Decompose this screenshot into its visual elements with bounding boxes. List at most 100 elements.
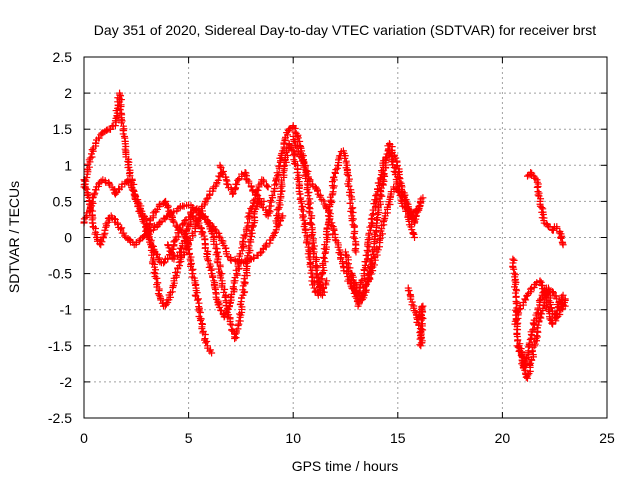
data-point-interp	[233, 271, 241, 279]
data-point-interp	[227, 257, 235, 265]
y-tick-label: 0	[64, 230, 72, 246]
data-point-interp	[338, 260, 346, 268]
data-point-interp	[199, 229, 207, 237]
x-tick-label: 10	[285, 430, 301, 446]
data-point-interp	[282, 149, 290, 157]
data-point-interp	[196, 316, 204, 324]
data-point-interp	[351, 234, 359, 242]
data-point-interp	[161, 302, 169, 310]
data-point-interp	[349, 209, 357, 217]
data-point-interp	[253, 190, 261, 198]
data-point-interp	[175, 258, 183, 266]
data-point-interp	[136, 206, 144, 214]
data-point-interp	[274, 205, 282, 213]
x-axis-label: GPS time / hours	[292, 458, 399, 474]
data-point-interp	[173, 207, 181, 215]
data-point-interp	[160, 259, 168, 267]
data-point	[513, 342, 521, 350]
plot-frame	[83, 56, 608, 419]
data-point-interp	[319, 254, 327, 262]
data-point-interp	[549, 226, 557, 234]
data-point-interp	[197, 315, 205, 323]
data-point-interp	[546, 315, 554, 323]
data-point-interp	[241, 171, 249, 179]
data-point-interp	[360, 294, 368, 302]
data-point-interp	[298, 205, 306, 213]
data-point-interp	[343, 170, 351, 178]
data-point-interp	[233, 180, 241, 188]
chart-title: Day 351 of 2020, Sidereal Day-to-day VTE…	[94, 22, 596, 38]
data-point-interp	[194, 218, 202, 226]
data-point-interp	[240, 231, 248, 239]
data-point-interp	[229, 283, 237, 291]
data-point-interp	[126, 172, 134, 180]
data-point-interp	[238, 294, 246, 302]
data-point-interp	[313, 263, 321, 271]
data-point-interp	[307, 220, 315, 228]
data-point-interp	[273, 169, 281, 177]
data-point-interp	[178, 221, 186, 229]
data-point-interp	[348, 217, 356, 225]
data-point-interp	[193, 217, 201, 225]
data-point-interp	[332, 166, 340, 174]
data-point-interp	[189, 265, 197, 273]
data-point-interp	[121, 145, 129, 153]
data-point-interp	[368, 211, 376, 219]
data-point-interp	[416, 198, 424, 206]
data-point-interp	[346, 199, 354, 207]
data-point-interp	[522, 354, 530, 362]
data-point-interp	[372, 192, 380, 200]
data-point-interp	[273, 215, 281, 223]
data-point-interp	[398, 193, 406, 201]
data-point-interp	[228, 326, 236, 334]
data-point-interp	[344, 260, 352, 268]
data-point-interp	[351, 246, 359, 254]
data-point-interp	[364, 274, 372, 282]
data-point-interp	[95, 179, 103, 187]
data-point-interp	[250, 197, 258, 205]
data-point-interp	[535, 297, 543, 305]
data-point-interp	[170, 253, 178, 261]
y-tick-label: -2.5	[48, 410, 72, 426]
data-point-interp	[390, 168, 398, 176]
data-point-interp	[297, 199, 305, 207]
data-point-interp	[278, 149, 286, 157]
data-point	[411, 234, 419, 241]
data-point-interp	[188, 266, 196, 274]
data-point-interp	[106, 125, 114, 133]
data-point-interp	[322, 279, 330, 287]
data-point-interp	[531, 174, 539, 182]
data-point-interp	[296, 153, 304, 161]
data-point-interp	[265, 207, 273, 215]
data-point-interp	[231, 330, 239, 338]
data-point	[367, 226, 375, 234]
y-tick-label: -2	[60, 374, 73, 390]
data-point-interp	[318, 275, 326, 283]
data-point-interp	[521, 295, 529, 303]
data-point-interp	[558, 293, 566, 301]
data-point-interp	[209, 273, 217, 281]
data-point-interp	[197, 210, 205, 218]
data-point-interp	[203, 337, 211, 345]
data-point-interp	[100, 231, 108, 239]
data-point-interp	[352, 245, 360, 253]
data-point-interp	[316, 286, 324, 294]
data-point-interp	[542, 220, 550, 228]
data-point	[524, 172, 532, 180]
data-point-interp	[203, 195, 211, 203]
data-point-interp	[116, 185, 124, 193]
data-point-interp	[221, 173, 229, 181]
data-point-interp	[367, 215, 375, 223]
data-point-interp	[244, 219, 252, 227]
x-tick-label: 0	[80, 430, 88, 446]
data-point-interp	[256, 249, 264, 257]
data-point-interp	[211, 284, 219, 292]
y-tick-label: -1.5	[48, 338, 72, 354]
data-point-interp	[202, 339, 210, 347]
data-point-interp	[217, 274, 225, 282]
data-point-interp	[324, 212, 332, 220]
data-point-interp	[169, 217, 177, 225]
data-point-interp	[247, 182, 255, 190]
data-point-interp	[230, 286, 238, 294]
data-point-interp	[552, 292, 560, 300]
